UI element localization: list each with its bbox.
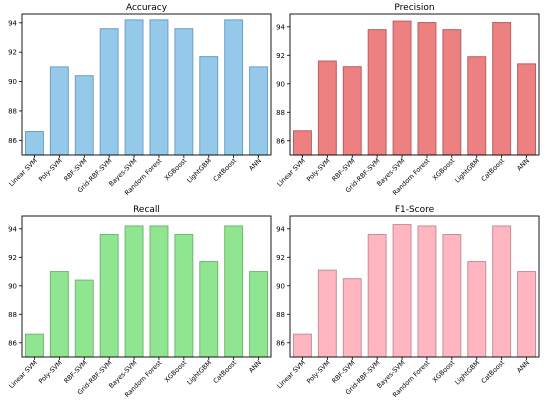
recall-bar-rbf-svm xyxy=(74,279,94,358)
recall-bar-xgboost xyxy=(174,234,194,358)
precision-bar-xgboost xyxy=(442,29,462,156)
precision-y-tick-label: 90 xyxy=(276,80,285,88)
accuracy-x-tick-label: ANN xyxy=(247,157,263,173)
f1-score-x-tick-label: Linear SVM xyxy=(275,359,306,390)
f1-score-plot-frame xyxy=(289,215,540,358)
f1-score-y-tick-label: 88 xyxy=(276,311,285,319)
precision-x-tick-label: Poly-SVM xyxy=(305,157,332,184)
precision-chart-title: Precision xyxy=(394,3,434,13)
precision-bar-ann xyxy=(517,63,537,156)
f1-score-bar-lightgbm xyxy=(467,261,487,358)
f1-score-bar-xgboost xyxy=(442,234,462,358)
recall-bar-random-forest xyxy=(149,225,169,358)
f1-score-y-tick-label: 90 xyxy=(276,282,285,290)
f1-score-y-tick-label: 86 xyxy=(276,339,285,347)
f1-score-y-tick-label: 94 xyxy=(276,225,285,233)
accuracy-plot-frame xyxy=(21,13,272,156)
precision-y-tick-label: 86 xyxy=(276,137,285,145)
recall-x-tick-label: ANN xyxy=(247,359,263,375)
precision-bar-bayes-svm xyxy=(392,20,412,156)
accuracy-y-tick-label: 90 xyxy=(8,78,17,86)
recall-bar-linear-svm xyxy=(24,333,44,358)
accuracy-x-tick-label: Linear SVM xyxy=(7,157,38,188)
precision-x-tick-label: LightGBM xyxy=(453,157,481,185)
recall-bar-poly-svm xyxy=(49,271,69,358)
accuracy-y-tick-label: 86 xyxy=(8,137,17,145)
recall-x-tick-label: Linear SVM xyxy=(7,359,38,390)
precision-bar-grid-rbf-svm xyxy=(367,29,387,156)
accuracy-bar-catboost xyxy=(224,19,244,156)
accuracy-y-tick-label: 92 xyxy=(8,49,17,57)
accuracy-y-tick-label: 94 xyxy=(8,19,17,27)
accuracy-bar-linear-svm xyxy=(24,131,44,156)
accuracy-x-tick-label: LightGBM xyxy=(185,157,213,185)
recall-y-tick-label: 92 xyxy=(8,254,17,262)
f1-score-x-tick-label: Poly-SVM xyxy=(305,359,332,386)
accuracy-bar-lightgbm xyxy=(199,56,219,156)
recall-y-tick-label: 86 xyxy=(8,339,17,347)
f1-score-bar-poly-svm xyxy=(317,269,337,358)
precision-bar-lightgbm xyxy=(467,56,487,156)
f1-score-y-tick-label: 92 xyxy=(276,254,285,262)
accuracy-bar-random-forest xyxy=(149,19,169,156)
recall-bar-catboost xyxy=(224,225,244,358)
accuracy-y-tick-label: 88 xyxy=(8,107,17,115)
accuracy-bar-bayes-svm xyxy=(124,19,144,156)
precision-bar-random-forest xyxy=(417,22,437,156)
recall-y-tick-label: 88 xyxy=(8,311,17,319)
f1-score-bar-random-forest xyxy=(417,225,437,358)
f1-score-x-tick-label: LightGBM xyxy=(453,359,481,387)
f1-score-x-tick-label: CatBoost xyxy=(480,358,507,385)
precision-bar-poly-svm xyxy=(317,60,337,156)
f1-score-bar-ann xyxy=(517,271,537,358)
recall-x-tick-label: LightGBM xyxy=(185,359,213,387)
precision-y-tick-label: 92 xyxy=(276,52,285,60)
precision-x-tick-label: Linear SVM xyxy=(275,157,306,188)
f1-score-bar-catboost xyxy=(492,225,512,358)
accuracy-x-tick-label: CatBoost xyxy=(212,156,239,183)
recall-bar-grid-rbf-svm xyxy=(99,234,119,358)
recall-bar-ann xyxy=(249,271,269,358)
recall-y-tick-label: 94 xyxy=(8,225,17,233)
f1-score-bar-bayes-svm xyxy=(392,224,412,358)
precision-y-tick-label: 88 xyxy=(276,109,285,117)
accuracy-bar-ann xyxy=(249,66,269,156)
f1-score-bar-rbf-svm xyxy=(342,278,362,358)
accuracy-bar-rbf-svm xyxy=(74,75,94,156)
recall-bar-lightgbm xyxy=(199,261,219,358)
recall-chart-title: Recall xyxy=(133,205,160,215)
f1-score-chart-title: F1-Score xyxy=(395,205,435,215)
recall-y-tick-label: 90 xyxy=(8,282,17,290)
precision-bar-linear-svm xyxy=(292,130,312,156)
accuracy-bar-xgboost xyxy=(174,28,194,156)
accuracy-chart-title: Accuracy xyxy=(126,3,168,13)
precision-plot-frame xyxy=(289,13,540,156)
recall-bar-bayes-svm xyxy=(124,225,144,358)
recall-x-tick-label: Poly-SVM xyxy=(37,359,64,386)
recall-x-tick-label: CatBoost xyxy=(212,358,239,385)
f1-score-x-tick-label: ANN xyxy=(515,359,531,375)
recall-plot-frame xyxy=(21,215,272,358)
precision-bar-rbf-svm xyxy=(342,66,362,156)
precision-x-tick-label: CatBoost xyxy=(480,156,507,183)
f1-score-bar-linear-svm xyxy=(292,333,312,358)
accuracy-bar-grid-rbf-svm xyxy=(99,28,119,156)
precision-bar-catboost xyxy=(492,22,512,156)
accuracy-x-tick-label: Poly-SVM xyxy=(37,157,64,184)
accuracy-bar-poly-svm xyxy=(49,66,69,156)
f1-score-bar-grid-rbf-svm xyxy=(367,234,387,358)
precision-y-tick-label: 94 xyxy=(276,23,285,31)
precision-x-tick-label: ANN xyxy=(515,157,531,173)
